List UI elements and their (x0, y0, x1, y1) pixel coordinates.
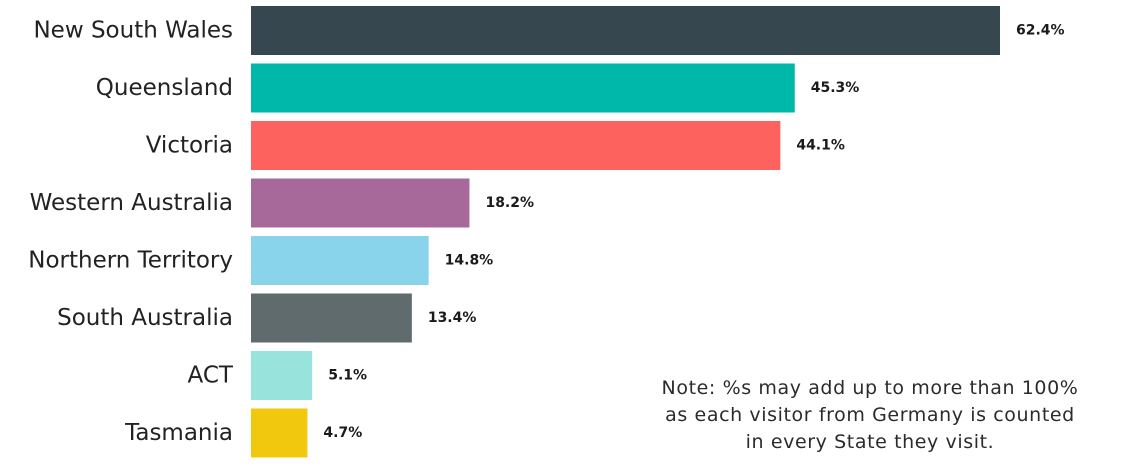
value-label-victoria: 44.1% (796, 138, 845, 154)
value-label-queensland: 45.3% (811, 80, 860, 96)
bar-act (251, 351, 313, 400)
bar-western-australia (251, 178, 470, 228)
value-label-act: 5.1% (328, 368, 367, 384)
category-label-tasmania: Tasmania (124, 420, 233, 446)
category-label-northern-territory: Northern Territory (28, 248, 233, 274)
category-label-act: ACT (188, 363, 234, 389)
bar-tasmania (251, 408, 308, 458)
bar-new-south-wales (251, 6, 1000, 55)
category-label-victoria: Victoria (146, 133, 233, 159)
bar-queensland (251, 63, 795, 113)
footnote-line: Note: %s may add up to more than 100% (661, 377, 1079, 399)
category-label-queensland: Queensland (96, 75, 233, 101)
bar-victoria (251, 121, 781, 170)
value-label-western-australia: 18.2% (485, 195, 534, 211)
value-label-northern-territory: 14.8% (445, 253, 494, 269)
bar-northern-territory (251, 236, 429, 285)
category-label-western-australia: Western Australia (30, 190, 233, 216)
value-label-south-australia: 13.4% (428, 310, 477, 326)
value-label-tasmania: 4.7% (323, 425, 362, 441)
footnote-line: in every State they visit. (745, 431, 995, 453)
category-label-south-australia: South Australia (57, 305, 233, 331)
footnote-line: as each visitor from Germany is counted (665, 404, 1075, 426)
bar-south-australia (251, 293, 412, 343)
footnote: Note: %s may add up to more than 100% as… (600, 375, 1140, 456)
category-label-new-south-wales: New South Wales (33, 18, 233, 44)
value-label-new-south-wales: 62.4% (1016, 23, 1065, 39)
